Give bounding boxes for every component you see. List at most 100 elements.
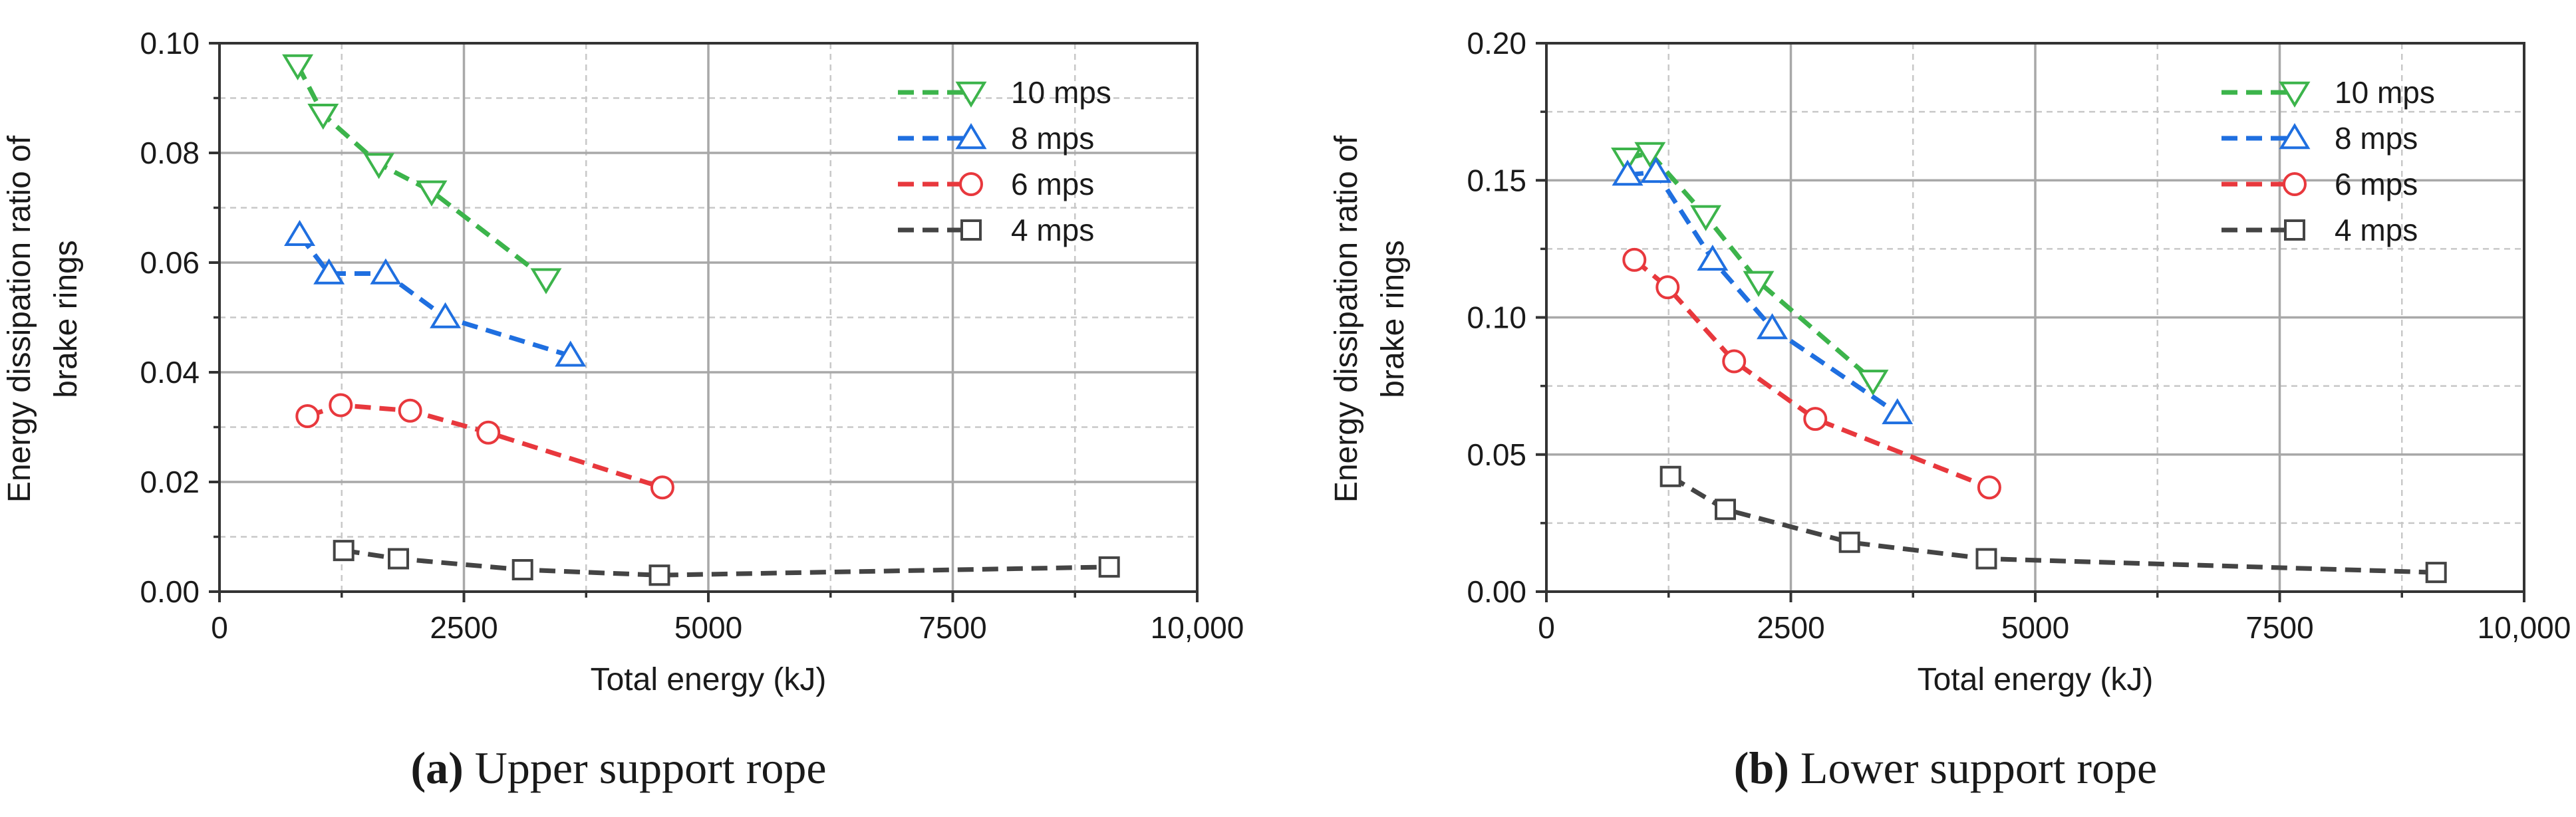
data-point-marker bbox=[307, 104, 339, 130]
series-line bbox=[1669, 474, 2436, 575]
series-line bbox=[1633, 258, 1991, 490]
grid bbox=[219, 43, 1197, 592]
data-point-marker bbox=[511, 559, 533, 580]
y-axis-title-line1: Energy dissipation ratio of bbox=[2, 135, 37, 503]
y-tick-label: 0.20 bbox=[1467, 26, 1526, 60]
caption-letter: (a) bbox=[410, 743, 463, 793]
data-point-marker bbox=[2425, 562, 2447, 584]
x-tick-label: 0 bbox=[1538, 610, 1555, 645]
legend-swatch-marker bbox=[2279, 81, 2311, 108]
legend-label: 4 mps bbox=[2335, 213, 2418, 247]
y-tick-label: 0.02 bbox=[140, 465, 200, 499]
series-line bbox=[343, 548, 1109, 578]
legend-swatch-marker bbox=[2283, 172, 2307, 196]
data-point-marker bbox=[282, 54, 314, 80]
legend-swatch-marker bbox=[2284, 219, 2305, 241]
legend-label: 10 mps bbox=[1011, 75, 1111, 110]
series-10-mps bbox=[282, 54, 562, 294]
x-tick-label: 10,000 bbox=[1151, 610, 1244, 645]
x-axis-title: Total energy (kJ) bbox=[1918, 662, 2154, 697]
y-tick-label: 0.10 bbox=[140, 26, 200, 60]
data-point-marker bbox=[333, 540, 355, 562]
legend-label: 4 mps bbox=[1011, 213, 1094, 247]
data-point-marker bbox=[1857, 370, 1889, 396]
x-axis-title: Total energy (kJ) bbox=[591, 662, 827, 697]
data-point-marker bbox=[1612, 160, 1644, 186]
data-point-marker bbox=[398, 398, 422, 423]
grid bbox=[1546, 43, 2524, 592]
data-point-marker bbox=[416, 180, 448, 207]
series-line bbox=[297, 233, 571, 358]
legend-label: 6 mps bbox=[2335, 167, 2418, 201]
legend-swatch-marker bbox=[959, 172, 983, 196]
data-point-marker bbox=[295, 404, 320, 428]
y-axis-title-line2: brake rings bbox=[1375, 240, 1411, 398]
legend-swatch-marker bbox=[960, 219, 982, 241]
x-tick-label: 5000 bbox=[674, 610, 742, 645]
y-tick-label: 0.06 bbox=[140, 245, 200, 280]
y-axis-title-line1: Energy dissipation ratio of bbox=[1329, 135, 1364, 503]
panel-caption: (b) Lower support rope bbox=[1734, 743, 2157, 793]
series-8-mps bbox=[1612, 156, 1914, 425]
data-point-marker bbox=[530, 268, 562, 294]
data-point-marker bbox=[648, 564, 670, 586]
series-6-mps bbox=[295, 393, 674, 500]
data-point-marker bbox=[313, 258, 345, 285]
data-point-marker bbox=[1098, 556, 1120, 578]
legend-swatch-marker bbox=[955, 81, 987, 108]
legend-label: 8 mps bbox=[1011, 121, 1094, 156]
data-point-marker bbox=[370, 258, 402, 285]
x-tick-label: 2500 bbox=[1757, 610, 1824, 645]
caption-letter: (b) bbox=[1734, 743, 1789, 793]
legend-label: 6 mps bbox=[1011, 167, 1094, 201]
legend-swatch-marker bbox=[955, 123, 987, 150]
data-point-marker bbox=[1697, 244, 1729, 271]
data-point-marker bbox=[1640, 156, 1672, 183]
legend: 10 mps 8 mps 6 mps 4 mps bbox=[898, 75, 1111, 247]
data-point-marker bbox=[363, 153, 395, 179]
data-point-marker bbox=[1611, 148, 1643, 174]
legend-label: 10 mps bbox=[2335, 75, 2435, 110]
data-point-marker bbox=[1722, 349, 1747, 374]
data-point-marker bbox=[1690, 205, 1722, 231]
data-point-marker bbox=[388, 548, 410, 570]
data-point-marker bbox=[555, 340, 587, 367]
x-tick-label: 7500 bbox=[919, 610, 986, 645]
data-point-marker bbox=[430, 302, 462, 328]
legend-label: 8 mps bbox=[2335, 121, 2418, 156]
y-tick-label: 0.08 bbox=[140, 136, 200, 170]
y-tick-label: 0.10 bbox=[1467, 300, 1526, 335]
panel-caption: (a) Upper support rope bbox=[410, 743, 826, 793]
y-axis-title-line2: brake rings bbox=[49, 240, 84, 398]
data-point-marker bbox=[476, 420, 501, 445]
x-tick-label: 0 bbox=[211, 610, 228, 645]
data-point-marker bbox=[284, 219, 316, 246]
chart-panel-b: 0 2500 5000 7500 10,000 0.00 0.05 0.10 0.15 0.20 T… bbox=[1329, 26, 2571, 793]
series-10-mps bbox=[1611, 142, 1889, 396]
legend: 10 mps 8 mps 6 mps 4 mps bbox=[2221, 75, 2435, 247]
series-line bbox=[1626, 150, 1875, 383]
data-point-marker bbox=[1838, 531, 1860, 553]
series-6-mps bbox=[1622, 247, 2001, 500]
data-point-marker bbox=[1757, 313, 1789, 340]
y-tick-label: 0.04 bbox=[140, 355, 200, 390]
data-point-marker bbox=[1715, 499, 1737, 521]
series-8-mps bbox=[284, 219, 587, 367]
y-tick-label: 0.00 bbox=[1467, 574, 1526, 609]
x-tick-label: 5000 bbox=[2001, 610, 2069, 645]
data-point-marker bbox=[650, 475, 674, 500]
caption-text: Upper support rope bbox=[464, 743, 827, 793]
x-tick-label: 10,000 bbox=[2478, 610, 2571, 645]
x-tick-label: 7500 bbox=[2245, 610, 2313, 645]
data-point-marker bbox=[329, 393, 353, 417]
y-tick-label: 0.05 bbox=[1467, 437, 1526, 472]
y-tick-label: 0.00 bbox=[140, 574, 200, 609]
data-point-marker bbox=[1655, 275, 1680, 300]
series-4-mps bbox=[1659, 465, 2447, 584]
series-line bbox=[307, 402, 663, 490]
data-point-marker bbox=[1975, 548, 1997, 570]
chart-panel-a: 0 2500 5000 7500 10,000 0.00 0.02 0.04 0.06 0.08 0… bbox=[2, 26, 1244, 793]
y-tick-label: 0.15 bbox=[1467, 163, 1526, 197]
data-point-marker bbox=[1634, 142, 1666, 168]
data-point-marker bbox=[1743, 271, 1775, 297]
